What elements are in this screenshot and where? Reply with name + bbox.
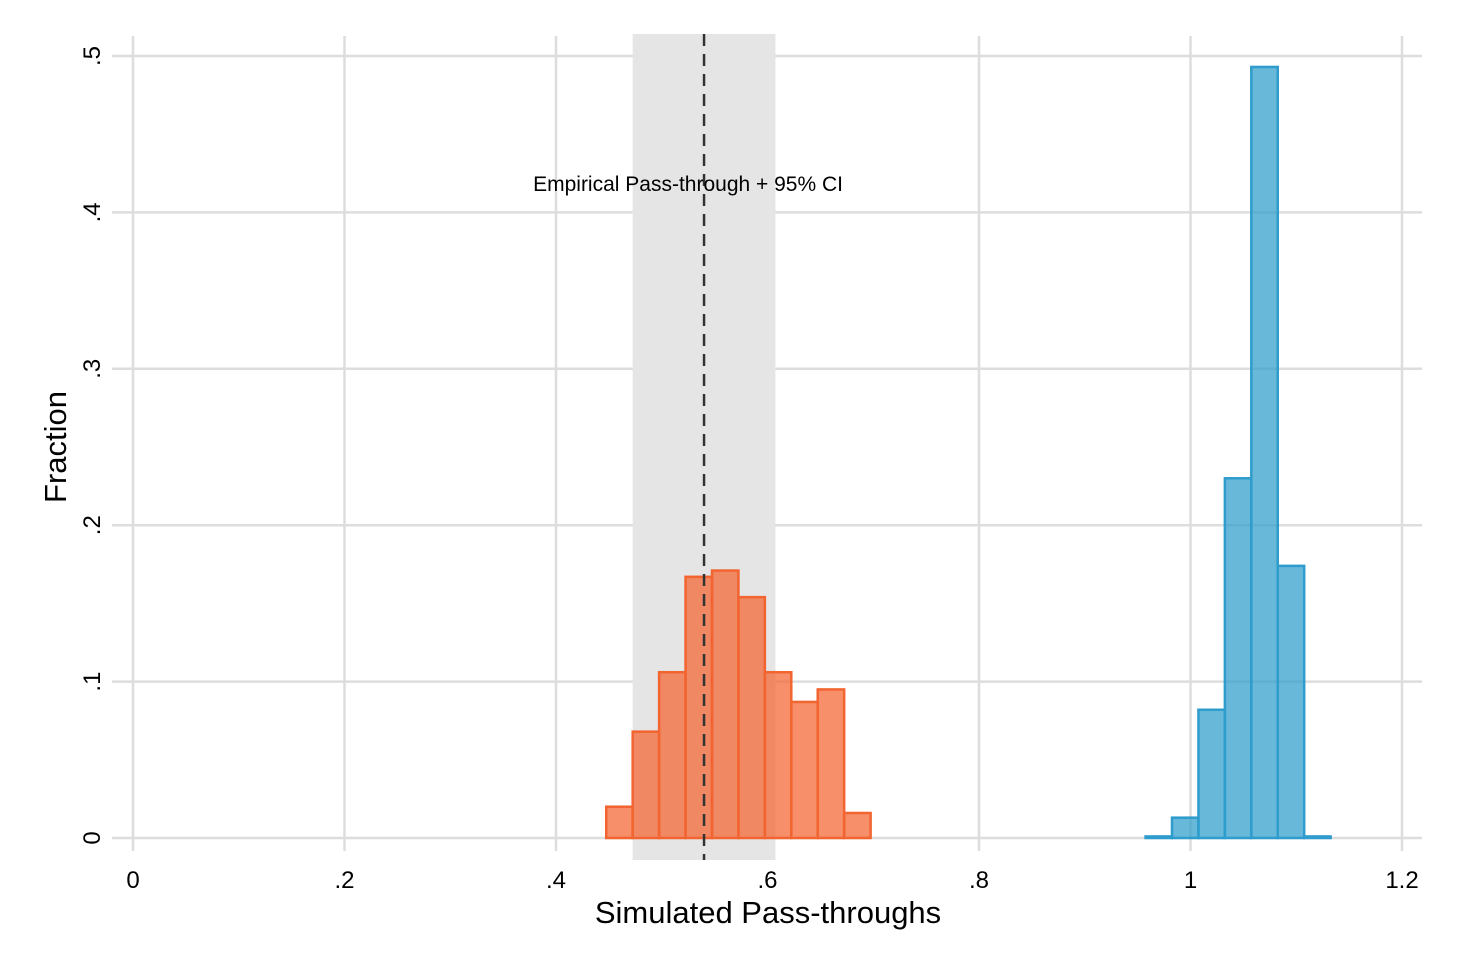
x-tick-label: .2 [334,867,354,894]
histogram-bar [1197,708,1227,840]
histogram-bar [1250,65,1279,840]
histogram-bar [763,670,793,840]
histogram-bar [1223,477,1253,840]
x-tick-label: 1.2 [1385,867,1418,894]
histogram-bar [657,670,687,840]
histogram-bars [604,65,1332,840]
histogram-bar [737,595,767,840]
y-tick-label: .5 [79,46,106,66]
x-axis-title: Simulated Pass-throughs [595,895,941,930]
x-tick-label: .4 [546,867,566,894]
histogram-bar [1302,835,1332,840]
histogram-bar [1276,564,1306,840]
y-tick-label: .2 [79,515,106,535]
y-tick-label: .3 [79,359,106,379]
annotation-label: Empirical Pass-through + 95% CI [533,173,843,196]
histogram-bar [790,700,819,840]
histogram-bar [816,688,846,840]
histogram-bar [684,575,714,840]
y-tick-label: .4 [79,202,106,222]
histogram-bar [842,811,872,840]
histogram-bar [1170,816,1200,840]
histogram-bar [604,805,634,840]
histogram-bar [710,569,740,840]
histogram-bar [631,730,661,840]
x-tick-label: .8 [969,867,989,894]
y-tick-label: 0 [79,831,106,844]
histogram-bar [1144,835,1174,840]
x-tick-label: .6 [757,867,777,894]
y-axis-title: Fraction [38,391,73,503]
tick-labels: 0 .2 .4 .6 .8 1 1.2 0 .1 .2 .3 .4 .5 [79,46,1419,894]
y-tick-label: .1 [79,672,106,692]
x-tick-label: 0 [126,867,139,894]
x-tick-label: 1 [1184,867,1197,894]
